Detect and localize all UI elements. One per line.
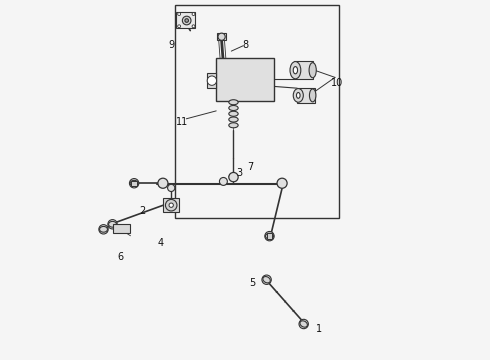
Circle shape xyxy=(178,25,180,28)
Ellipse shape xyxy=(229,123,238,128)
Circle shape xyxy=(168,184,175,192)
Bar xyxy=(207,73,216,88)
Ellipse shape xyxy=(293,89,303,102)
Circle shape xyxy=(220,177,227,185)
Ellipse shape xyxy=(296,93,300,98)
Circle shape xyxy=(229,172,238,182)
Circle shape xyxy=(129,179,139,188)
Circle shape xyxy=(218,33,225,40)
Circle shape xyxy=(185,19,189,22)
Text: 1: 1 xyxy=(316,324,322,334)
Ellipse shape xyxy=(310,89,316,102)
Bar xyxy=(217,33,226,40)
Ellipse shape xyxy=(229,105,238,111)
Circle shape xyxy=(158,178,168,188)
Circle shape xyxy=(299,319,308,329)
Ellipse shape xyxy=(290,62,301,79)
Ellipse shape xyxy=(309,63,316,78)
Circle shape xyxy=(166,199,177,211)
Text: 10: 10 xyxy=(331,78,343,88)
Circle shape xyxy=(99,225,108,234)
Ellipse shape xyxy=(99,226,107,232)
Text: 11: 11 xyxy=(176,117,188,127)
Bar xyxy=(175,12,196,28)
Text: 2: 2 xyxy=(139,206,146,216)
Bar xyxy=(297,88,315,103)
Text: 4: 4 xyxy=(157,238,164,248)
Text: 6: 6 xyxy=(118,252,124,262)
Ellipse shape xyxy=(266,233,273,239)
Circle shape xyxy=(169,203,173,207)
Bar xyxy=(163,198,179,212)
Ellipse shape xyxy=(293,67,297,74)
Ellipse shape xyxy=(109,221,117,227)
Bar xyxy=(294,61,314,79)
Bar xyxy=(131,181,137,186)
Ellipse shape xyxy=(229,111,238,116)
Ellipse shape xyxy=(263,276,270,283)
Ellipse shape xyxy=(130,180,138,186)
Text: 8: 8 xyxy=(242,40,248,50)
Bar xyxy=(175,5,339,218)
Bar xyxy=(267,233,272,239)
Text: 7: 7 xyxy=(247,162,253,172)
Circle shape xyxy=(277,178,287,188)
Ellipse shape xyxy=(300,321,307,327)
Text: 5: 5 xyxy=(249,278,255,288)
Circle shape xyxy=(182,16,191,25)
Text: 9: 9 xyxy=(168,40,174,50)
Circle shape xyxy=(262,275,271,284)
Text: 3: 3 xyxy=(237,168,243,178)
Bar xyxy=(216,58,274,101)
Circle shape xyxy=(192,13,195,15)
Circle shape xyxy=(178,13,180,15)
Ellipse shape xyxy=(229,117,238,122)
Circle shape xyxy=(192,25,195,28)
Bar xyxy=(113,224,130,233)
Ellipse shape xyxy=(229,100,238,105)
Circle shape xyxy=(265,231,274,241)
Circle shape xyxy=(207,76,217,85)
Circle shape xyxy=(108,220,117,229)
